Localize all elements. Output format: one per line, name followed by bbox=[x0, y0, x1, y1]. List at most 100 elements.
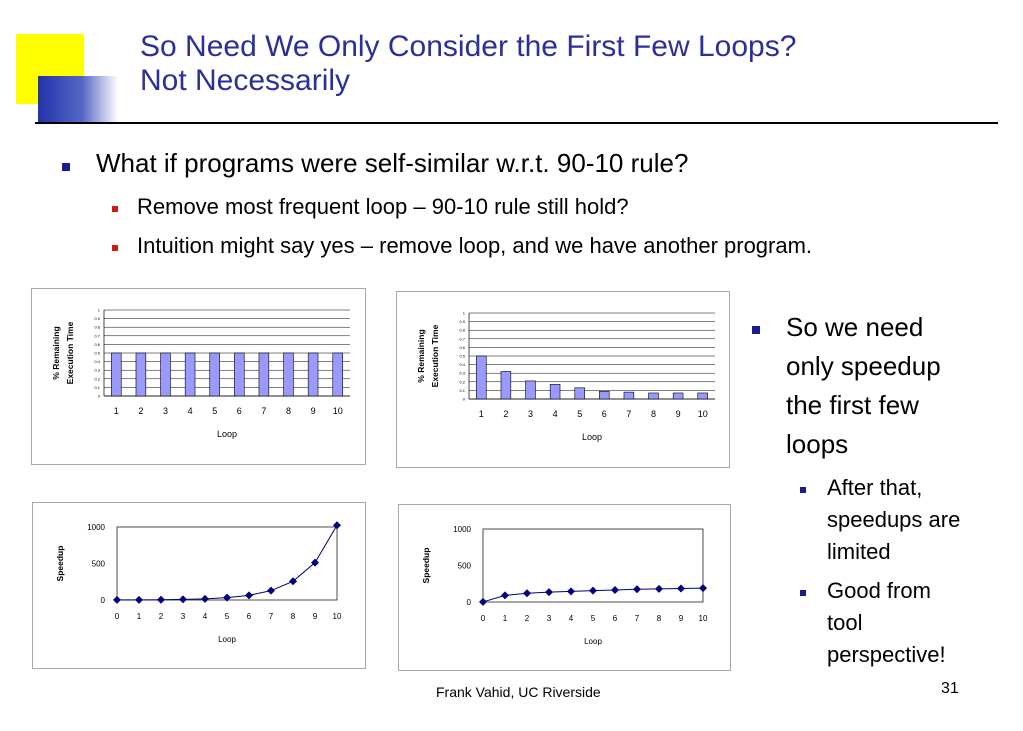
title-line-2: Not Necessarily bbox=[140, 64, 351, 97]
x-tick-label: 2 bbox=[503, 409, 508, 419]
x-tick-label: 9 bbox=[313, 612, 318, 621]
data-point bbox=[655, 584, 663, 593]
x-axis-label: Loop bbox=[582, 432, 602, 442]
y-tick-label: 1000 bbox=[87, 523, 105, 532]
x-tick-label: 9 bbox=[676, 409, 681, 419]
y-tick-label: 0.8 bbox=[459, 328, 465, 333]
data-point bbox=[135, 595, 143, 604]
bar bbox=[135, 352, 147, 397]
x-tick-label: 1 bbox=[114, 406, 119, 416]
y-tick-label: 0.5 bbox=[94, 351, 100, 356]
x-tick-label: 0 bbox=[115, 612, 120, 621]
x-axis-label: Loop bbox=[584, 637, 602, 646]
y-tick-label: 0.5 bbox=[459, 354, 465, 359]
bar bbox=[332, 352, 343, 397]
chart-speedup-exponential: 0 500 1000 0 1 2 3 4 5 6 7 8 9 10 Loop Speedup bbox=[32, 502, 366, 669]
y-tick-label: 0.6 bbox=[459, 345, 465, 350]
chart-remaining-time-constant: 0 0.1 0.2 0.3 0.4 0.5 0.6 0.7 0.8 0.9 1 1 2 3 4 5 6 7 8 9 10… bbox=[31, 288, 366, 465]
x-tick-label: 10 bbox=[333, 406, 343, 416]
x-tick-label: 10 bbox=[698, 409, 708, 419]
x-tick-label: 5 bbox=[212, 406, 217, 416]
bar bbox=[648, 392, 659, 400]
x-tick-label: 4 bbox=[188, 406, 193, 416]
title-divider bbox=[35, 122, 998, 124]
data-point bbox=[311, 558, 319, 567]
x-tick-label: 2 bbox=[525, 614, 530, 623]
y-tick-label: 0 bbox=[467, 598, 472, 607]
bullet-marker bbox=[112, 206, 118, 212]
title-line-1: So Need We Only Consider the First Few L… bbox=[140, 30, 797, 63]
x-tick-label: 6 bbox=[237, 406, 242, 416]
bullet-level2: Intuition might say yes – remove loop, a… bbox=[137, 233, 813, 258]
bar bbox=[476, 355, 487, 400]
bar bbox=[672, 392, 684, 400]
footer-text: Frank Vahid, UC Riverside bbox=[436, 684, 601, 700]
deco-blue-gradient bbox=[38, 76, 118, 122]
y-tick-label: 0.2 bbox=[94, 376, 100, 381]
data-point bbox=[333, 521, 341, 530]
plot-frame bbox=[482, 528, 704, 603]
data-point bbox=[267, 586, 275, 595]
bullet-level2: Remove most frequent loop – 90-10 rule s… bbox=[137, 194, 629, 219]
x-tick-label: 4 bbox=[569, 614, 574, 623]
y-tick-label: 0.1 bbox=[94, 385, 100, 390]
plot-frame bbox=[116, 526, 338, 601]
y-axis-label-line: % Remaining bbox=[416, 329, 426, 382]
x-tick-label: 1 bbox=[479, 409, 484, 419]
data-point bbox=[201, 594, 209, 603]
y-tick-label: 0.1 bbox=[459, 388, 465, 393]
x-tick-label: 3 bbox=[528, 409, 533, 419]
x-tick-label: 5 bbox=[591, 614, 596, 623]
x-tick-label: 6 bbox=[247, 612, 252, 621]
data-point bbox=[289, 577, 297, 586]
data-point bbox=[567, 587, 575, 596]
y-tick-label: 0.8 bbox=[94, 325, 100, 330]
bar bbox=[574, 387, 585, 400]
x-tick-label: 3 bbox=[181, 612, 186, 621]
y-tick-label: 0.6 bbox=[94, 342, 100, 347]
x-tick-label: 3 bbox=[163, 406, 168, 416]
y-tick-label: 0.4 bbox=[459, 362, 465, 367]
data-point bbox=[157, 595, 165, 604]
bar bbox=[184, 352, 196, 397]
x-tick-label: 9 bbox=[311, 406, 316, 416]
bullet-marker bbox=[112, 245, 118, 251]
x-tick-label: 7 bbox=[261, 406, 266, 416]
x-tick-label: 4 bbox=[203, 612, 208, 621]
y-tick-label: 0.3 bbox=[459, 371, 465, 376]
x-tick-label: 6 bbox=[602, 409, 607, 419]
y-tick-label: 500 bbox=[458, 562, 472, 571]
bar bbox=[599, 390, 610, 400]
x-tick-label: 1 bbox=[137, 612, 142, 621]
y-axis-label: Speedup bbox=[55, 546, 65, 582]
data-point bbox=[545, 588, 553, 597]
x-tick-label: 8 bbox=[286, 406, 291, 416]
data-point bbox=[223, 593, 231, 602]
x-axis-label: Loop bbox=[217, 429, 237, 439]
bullet-marker bbox=[62, 163, 70, 171]
data-point bbox=[523, 589, 531, 598]
y-axis-label-line: Execution Time bbox=[430, 324, 440, 387]
x-tick-label: 7 bbox=[635, 614, 640, 623]
x-tick-label: 7 bbox=[269, 612, 274, 621]
x-tick-label: 4 bbox=[553, 409, 558, 419]
y-axis-label-line: Execution Time bbox=[65, 321, 75, 384]
bullet-marker bbox=[800, 590, 806, 596]
series-line bbox=[116, 524, 338, 601]
y-tick-label: 0.7 bbox=[459, 336, 465, 341]
side-sub-bullet-2: Good from tool perspective! bbox=[827, 578, 946, 667]
y-tick-label: 1 bbox=[98, 308, 101, 313]
y-axis-label: % Remaining Execution Time bbox=[51, 321, 75, 384]
bar bbox=[500, 371, 512, 400]
bullet-level1: What if programs were self-similar w.r.t… bbox=[96, 148, 689, 178]
bar bbox=[209, 352, 220, 397]
bar bbox=[307, 352, 319, 397]
bar bbox=[258, 352, 270, 397]
data-point bbox=[179, 595, 187, 604]
bar bbox=[697, 392, 708, 400]
side-sub-bullet-1: After that, speedups are limited bbox=[827, 475, 961, 564]
x-tick-label: 8 bbox=[651, 409, 656, 419]
bar bbox=[111, 352, 122, 397]
y-tick-label: 0 bbox=[463, 397, 466, 402]
y-tick-label: 0.7 bbox=[94, 333, 100, 338]
